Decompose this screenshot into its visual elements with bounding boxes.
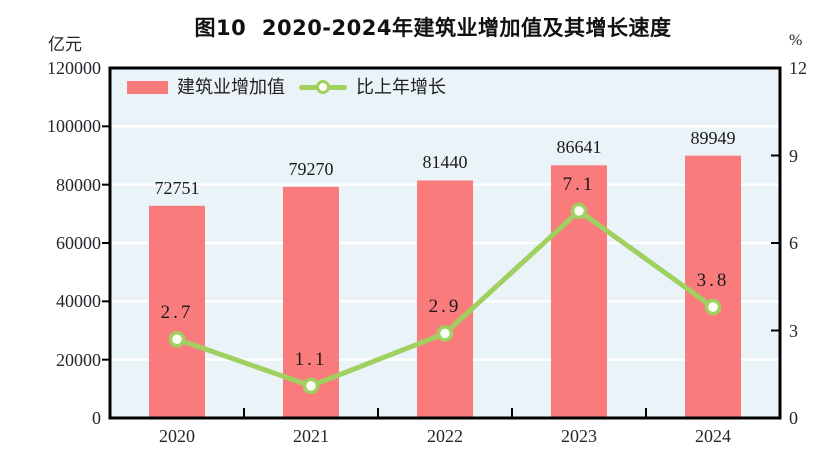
left-axis-tick-80000: 80000 [56, 174, 101, 195]
right-axis-tick-12: 12 [789, 58, 807, 78]
legend: 建筑业增加值 比上年增长 [127, 78, 446, 96]
bar-value-label-2023: 86641 [556, 137, 602, 158]
growth-value-label-2021: 1.1 [294, 348, 328, 370]
left-axis-tick-40000: 40000 [56, 291, 101, 312]
bar-value-label-2024: 89949 [690, 127, 736, 148]
legend-bar-swatch-icon [127, 80, 168, 94]
x-axis-label-2020: 2020 [159, 426, 195, 446]
x-axis-label-2021: 2021 [293, 426, 329, 446]
left-axis-tick-120000: 120000 [47, 58, 101, 78]
left-axis-tick-60000: 60000 [56, 233, 101, 253]
right-axis-tick-0: 0 [789, 408, 798, 428]
line-marker-2022 [436, 325, 454, 342]
legend-line-marker-icon [316, 80, 330, 94]
growth-value-label-2020: 2.7 [160, 302, 194, 324]
x-axis-label-2023: 2023 [561, 426, 597, 446]
x-axis-label-2022: 2022 [427, 426, 463, 446]
right-axis-unit-label: % [789, 32, 803, 49]
legend-bar-label: 建筑业增加值 [177, 77, 285, 97]
chart-title: 图10 2020-2024年建筑业增加值及其增长速度 [194, 16, 672, 40]
line-marker-2021 [302, 377, 320, 395]
bar-2024 [685, 155, 741, 418]
bar-value-label-2021: 79270 [288, 158, 334, 179]
bar-value-label-2020: 72751 [154, 177, 200, 198]
legend-line-label: 比上年增长 [356, 77, 446, 97]
legend-line-swatch-icon [299, 80, 347, 94]
right-axis-tick-6: 6 [789, 233, 798, 253]
left-axis-tick-20000: 20000 [56, 349, 101, 370]
x-axis-label-2024: 2024 [695, 426, 731, 446]
left-axis-unit-label: 亿元 [48, 35, 82, 54]
bar-2022 [417, 180, 473, 418]
growth-value-label-2023: 7.1 [562, 173, 596, 195]
growth-value-label-2022: 2.9 [428, 296, 462, 318]
line-marker-2024 [704, 298, 722, 316]
left-axis-tick-100000: 100000 [47, 116, 101, 137]
left-axis-tick-0: 0 [92, 408, 101, 428]
line-marker-2023 [570, 202, 588, 220]
bar-value-label-2022: 81440 [422, 152, 468, 173]
bar-2020 [149, 205, 205, 418]
growth-value-label-2024: 3.8 [696, 270, 730, 292]
right-axis-tick-3: 3 [789, 320, 798, 341]
right-axis-tick-9: 9 [789, 145, 798, 166]
line-marker-2020 [168, 331, 186, 348]
